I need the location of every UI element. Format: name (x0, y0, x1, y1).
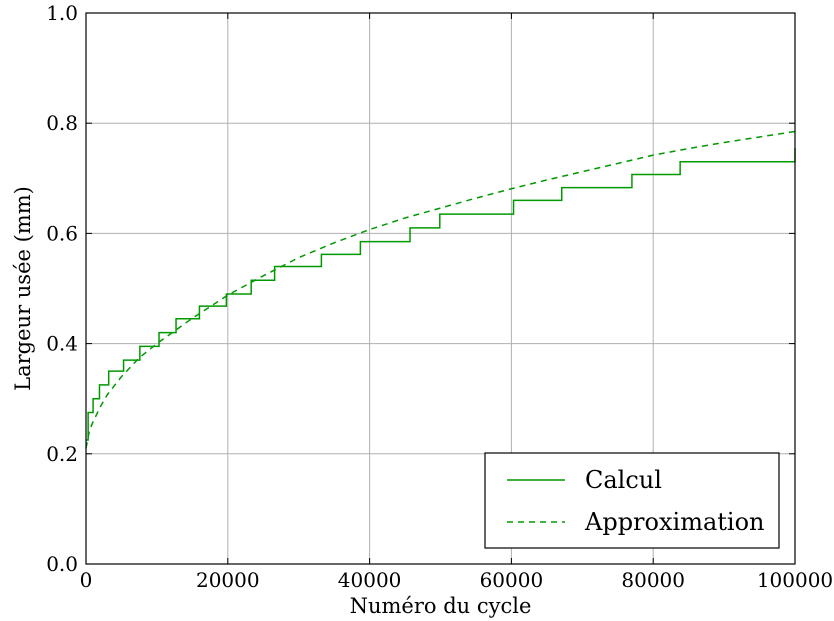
y-tick-label: 0.6 (46, 221, 78, 245)
legend-box (484, 452, 780, 549)
y-tick-label: 0.8 (46, 111, 78, 135)
legend-label-approximation: Approximation (584, 508, 764, 536)
x-tick-label: 100000 (757, 568, 833, 592)
x-tick-label: 60000 (480, 568, 544, 592)
x-tick-label: 40000 (338, 568, 402, 592)
y-tick-label: 1.0 (46, 1, 78, 25)
y-tick-label: 0.4 (46, 332, 78, 356)
x-axis-label: Numéro du cycle (350, 594, 532, 618)
y-tick-label: 0.0 (46, 552, 78, 576)
plot-frame (85, 12, 796, 565)
series-line-calcul (86, 147, 796, 441)
legend-label-calcul: Calcul (585, 466, 662, 494)
grid-lines (86, 13, 795, 564)
x-tick-label: 0 (80, 568, 93, 592)
series-line-approximation (85, 130, 796, 449)
x-tick-label: 80000 (621, 568, 685, 592)
y-axis-label: Largeur usée (mm) (11, 186, 35, 391)
y-tick-label: 0.2 (46, 442, 78, 466)
legend: Calcul Approximation (484, 452, 780, 549)
x-tick-label: 20000 (196, 568, 260, 592)
series-layer (85, 130, 796, 449)
axis-ticks: 0 20000 40000 60000 80000 100000 0.0 0.2 0.4 0.6 0… (46, 1, 833, 592)
